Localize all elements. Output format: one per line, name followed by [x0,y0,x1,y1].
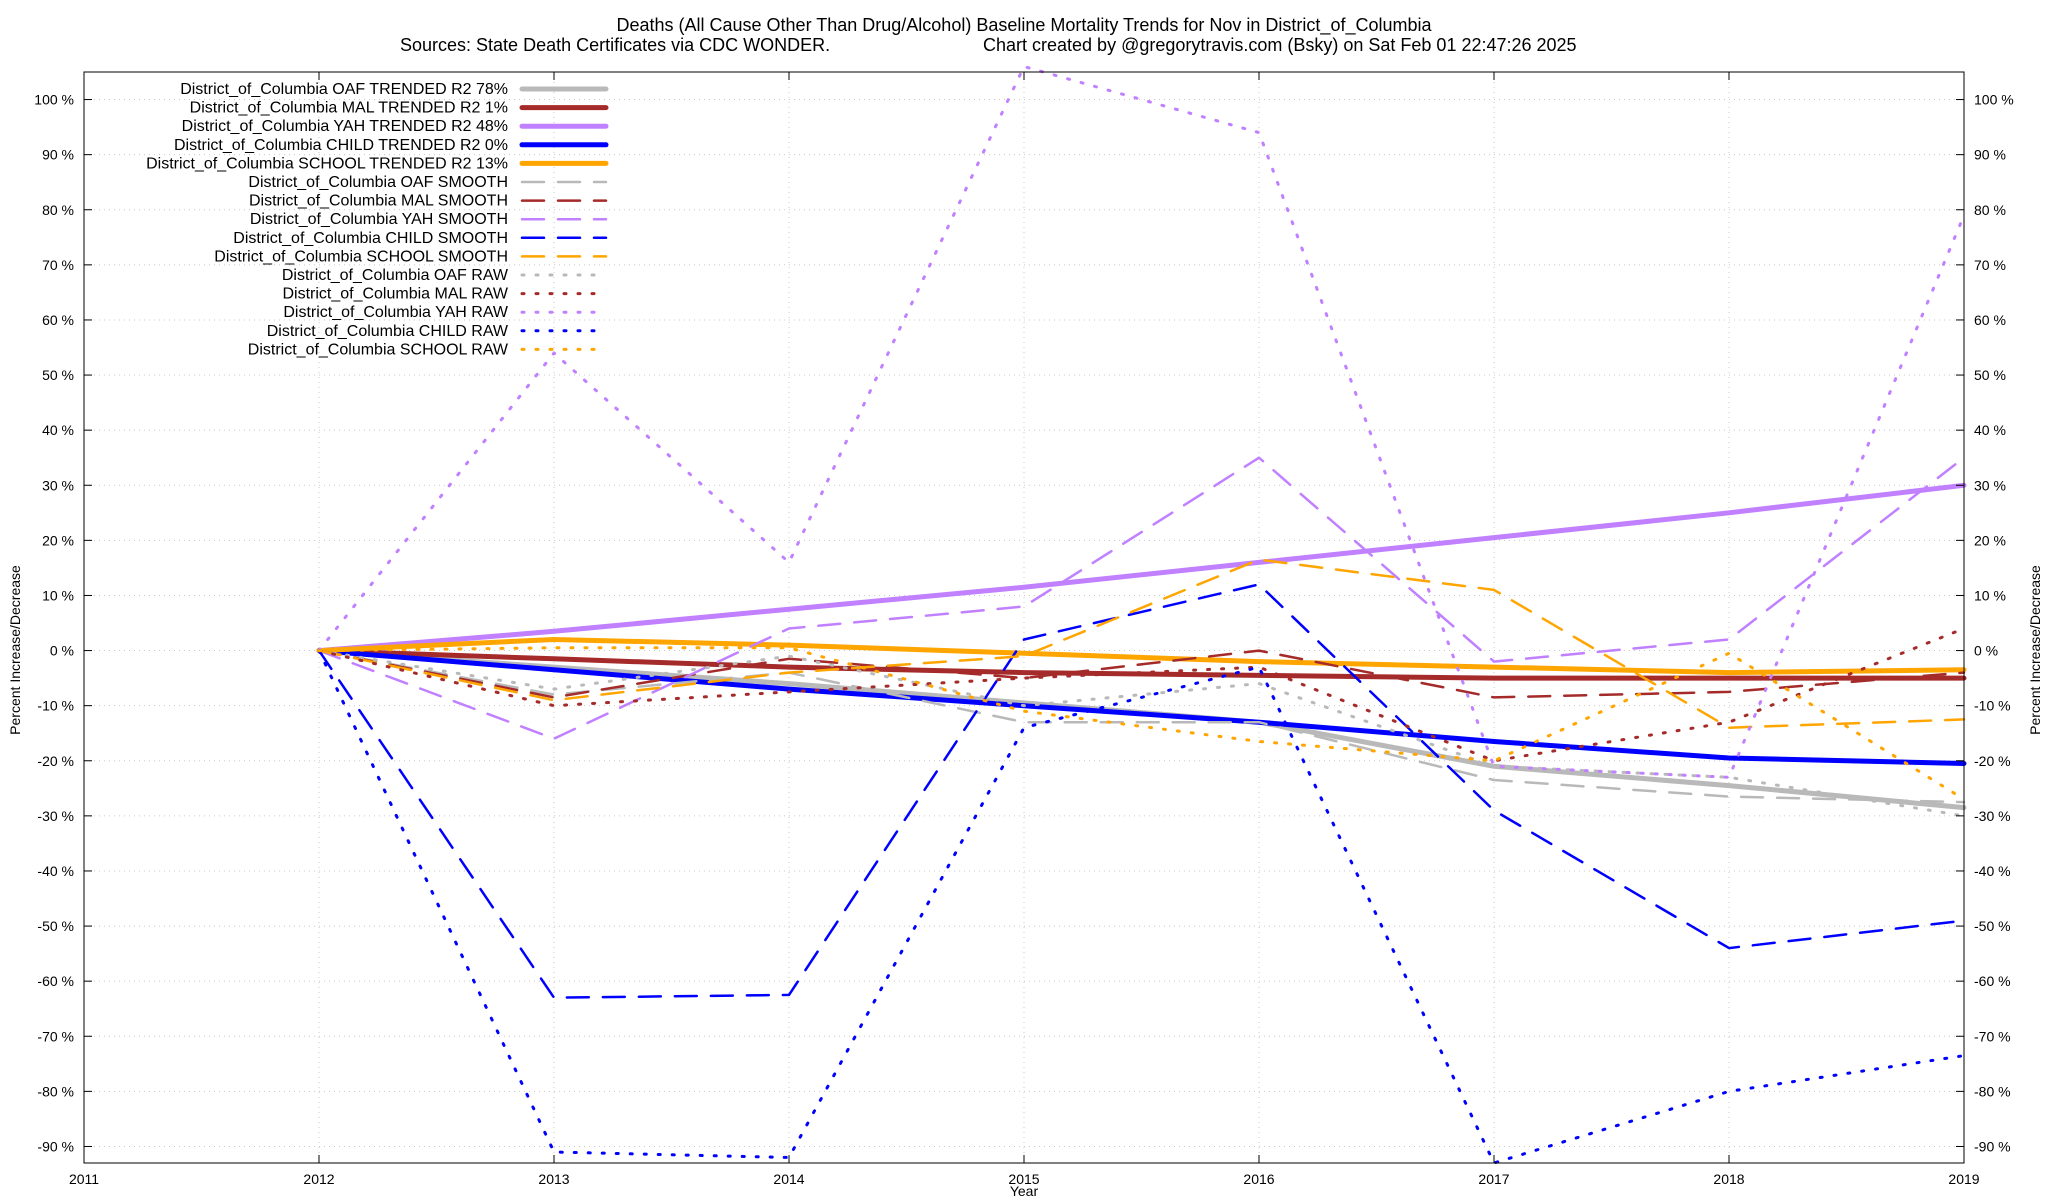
chart-title: Deaths (All Cause Other Than Drug/Alcoho… [616,15,1432,36]
y-tick-label-left: -90 % [37,1138,74,1154]
series-line-9 [317,558,1966,729]
legend-label: District_of_Columbia MAL SMOOTH [249,193,508,210]
legend-label: District_of_Columbia YAH TRENDED R2 48% [182,118,508,135]
series-line-1 [316,648,1967,681]
x-tick-label: 2016 [1243,1171,1274,1187]
legend-label: District_of_Columbia OAF SMOOTH [248,174,508,191]
series-line-3 [316,648,1967,766]
y-tick-label-right: 40 % [1974,422,2006,438]
series-line-5 [317,649,1966,804]
y-tick-label-right: 30 % [1974,477,2006,493]
legend-label: District_of_Columbia SCHOOL TRENDED R2 1… [146,155,508,172]
y-tick-label-left: -10 % [37,698,74,714]
series-lines [316,65,1967,1165]
legend-label: District_of_Columbia YAH RAW [283,304,509,321]
y-tick-label-right: 60 % [1974,312,2006,328]
y-tick-label-left: 80 % [42,202,74,218]
legend-label: District_of_Columbia CHILD RAW [267,323,509,340]
y-tick-label-left: 0 % [50,643,74,659]
y-tick-label-right: 0 % [1974,643,1998,659]
y-axis-label-right: Percent Increase/Decrease [2027,565,2043,735]
legend-label: District_of_Columbia OAF TRENDED R2 78% [180,81,508,98]
x-tick-label: 2019 [1948,1171,1979,1187]
legend-label: District_of_Columbia CHILD TRENDED R2 0% [174,137,508,154]
y-axis-label-left: Percent Increase/Decrease [7,565,23,735]
y-tick-label-left: -70 % [37,1028,74,1044]
y-tick-label-right: -10 % [1974,698,2011,714]
legend-label: District_of_Columbia SCHOOL RAW [248,341,509,358]
legend-label: District_of_Columbia OAF RAW [282,267,509,284]
series-line-11 [317,627,1966,763]
series-line-7 [317,456,1966,740]
y-tick-label-right: -70 % [1974,1028,2011,1044]
y-tick-label-right: -20 % [1974,753,2011,769]
y-tick-label-left: 10 % [42,587,74,603]
y-tick-label-right: 20 % [1974,532,2006,548]
y-tick-label-left: 40 % [42,422,74,438]
y-tick-label-left: -40 % [37,863,74,879]
series-line-2 [316,482,1967,654]
chart-subtitle-credit: Chart created by @gregorytravis.com (Bsk… [983,35,1577,55]
y-tick-label-right: -80 % [1974,1083,2011,1099]
y-tick-label-left: 90 % [42,147,74,163]
legend-label: District_of_Columbia YAH SMOOTH [250,211,508,228]
y-tick-label-right: -50 % [1974,918,2011,934]
chart-subtitle-sources: Sources: State Death Certificates via CD… [400,35,830,55]
y-tick-label-right: 70 % [1974,257,2006,273]
y-tick-label-left: 20 % [42,532,74,548]
legend: District_of_Columbia OAF TRENDED R2 78% D… [146,81,609,358]
y-tick-label-left: 50 % [42,367,74,383]
series-line-8 [317,583,1966,999]
y-tick-label-left: 30 % [42,477,74,493]
x-tick-label: 2012 [303,1171,334,1187]
y-tick-label-left: -60 % [37,973,74,989]
y-tick-label-right: 100 % [1974,92,2014,108]
y-tick-label-right: -90 % [1974,1138,2011,1154]
legend-label: District_of_Columbia SCHOOL SMOOTH [214,248,508,265]
legend-label: District_of_Columbia CHILD SMOOTH [233,230,508,247]
y-tick-label-right: 50 % [1974,367,2006,383]
y-tick-label-right: -40 % [1974,863,2011,879]
y-tick-label-right: 90 % [1974,147,2006,163]
axis-ticks: 100 % 100 % 90 % 90 % 80 % 80 % 70 % 70 % 60 % 60… [34,72,2014,1187]
y-tick-label-right: -60 % [1974,973,2011,989]
y-tick-label-left: -20 % [37,753,74,769]
x-tick-label: 2014 [773,1171,804,1187]
x-tick-label: 2011 [69,1171,99,1187]
legend-label: District_of_Columbia MAL TRENDED R2 1% [190,100,508,117]
y-tick-label-left: -50 % [37,918,74,934]
y-tick-label-left: 60 % [42,312,74,328]
x-tick-label: 2013 [538,1171,569,1187]
x-tick-label: 2015 [1008,1171,1039,1187]
y-tick-label-left: -80 % [37,1083,74,1099]
y-tick-label-right: 10 % [1974,587,2006,603]
x-tick-label: 2018 [1713,1171,1744,1187]
series-line-6 [317,649,1966,699]
legend-label: District_of_Columbia MAL RAW [282,286,508,303]
series-line-14 [317,646,1966,801]
y-tick-label-right: -30 % [1974,808,2011,824]
grid-lines [83,72,1965,1163]
x-axis-label: Year [1010,1183,1039,1199]
x-tick-label: 2017 [1478,1171,1509,1187]
y-tick-label-left: -30 % [37,808,74,824]
y-tick-label-left: 100 % [34,92,74,108]
series-line-13 [317,649,1966,1165]
y-tick-label-left: 70 % [42,257,74,273]
y-tick-label-right: 80 % [1974,202,2006,218]
